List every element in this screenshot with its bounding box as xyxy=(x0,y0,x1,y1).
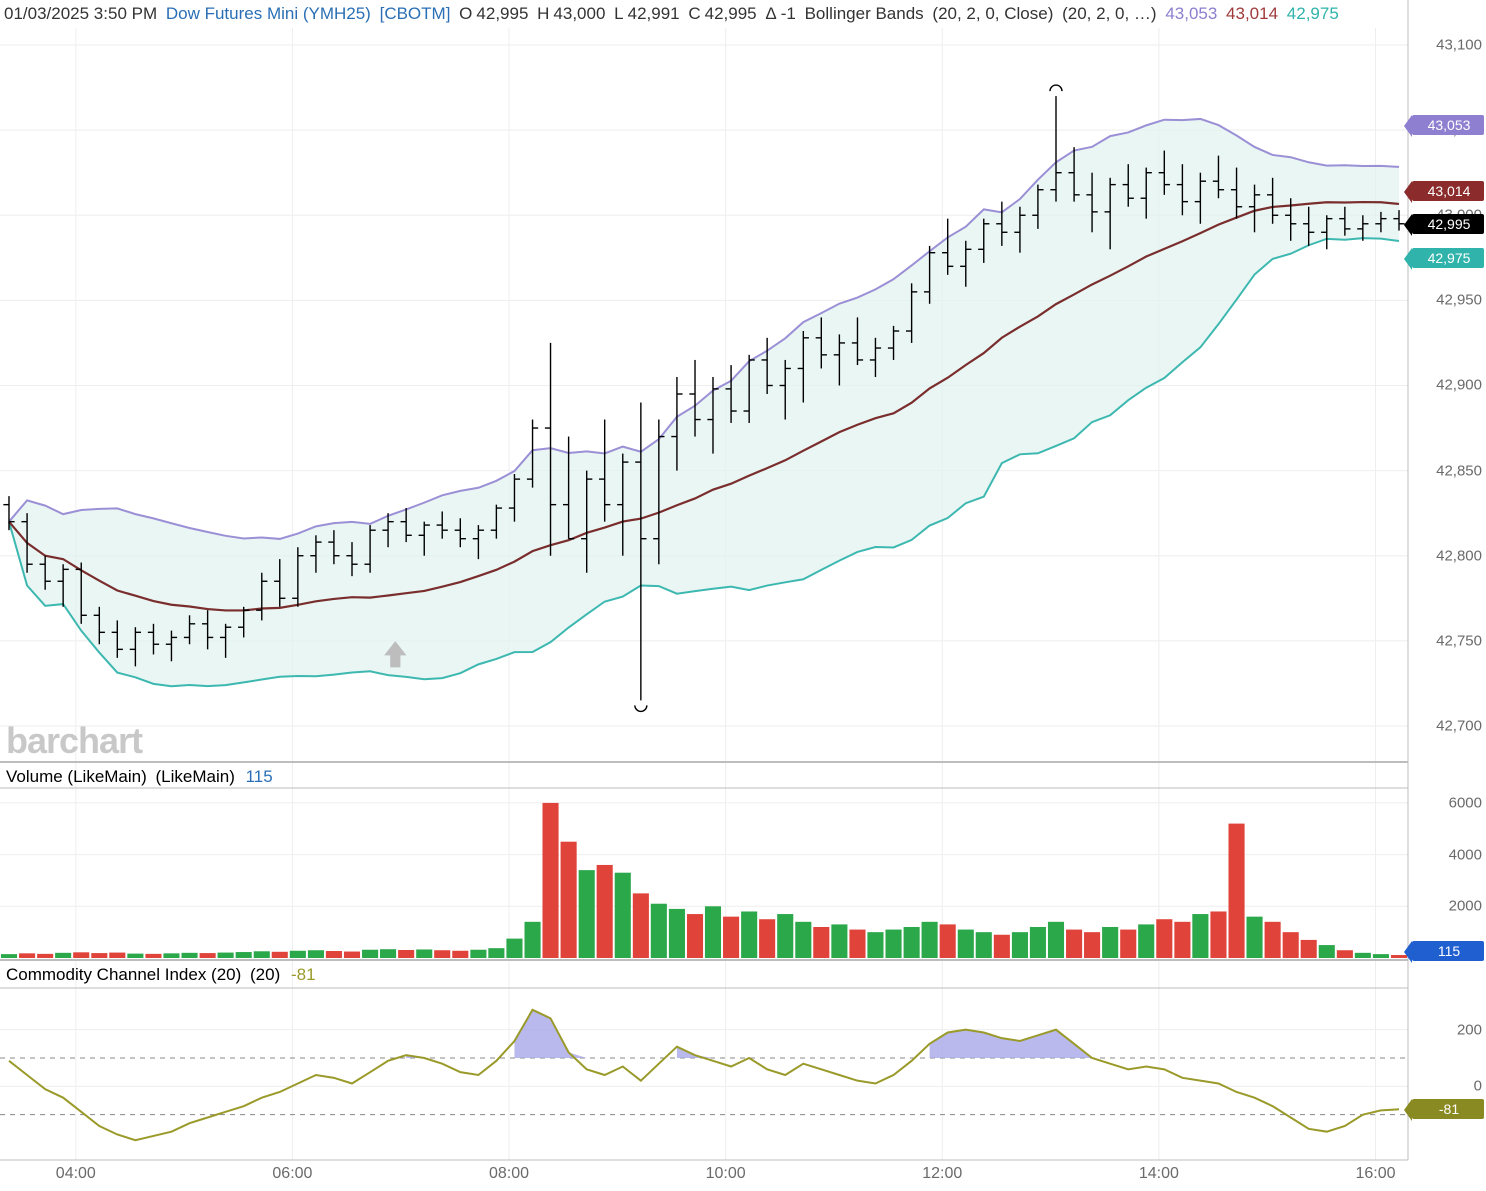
volume-panel-label: Volume (LikeMain) (LikeMain) 115 xyxy=(6,766,273,788)
chart-container: 01/03/2025 3:50 PM Dow Futures Mini (YMH… xyxy=(0,0,1486,1191)
cci-name: Commodity Channel Index (20) xyxy=(6,965,241,984)
axis-tick-label: 43,100 xyxy=(1436,37,1482,54)
volume-name: Volume (LikeMain) xyxy=(6,767,147,786)
axis-tick-label: 42,950 xyxy=(1436,292,1482,309)
price-chart[interactable] xyxy=(0,0,1486,1191)
price-tag: 42,975 xyxy=(1412,248,1484,268)
time-tick-label: 14:00 xyxy=(1139,1165,1179,1183)
axis-tick-label: 200 xyxy=(1457,1021,1482,1038)
cci-panel-label: Commodity Channel Index (20) (20) -81 xyxy=(6,964,316,986)
cci-value: -81 xyxy=(291,965,316,984)
volume-value: 115 xyxy=(246,767,273,786)
price-tag: 42,995 xyxy=(1412,214,1484,234)
price-tag: 43,014 xyxy=(1412,181,1484,201)
axis-tick-label: 42,700 xyxy=(1436,717,1482,734)
time-tick-label: 10:00 xyxy=(706,1165,746,1183)
time-tick-label: 04:00 xyxy=(56,1165,96,1183)
axis-tick-label: 6000 xyxy=(1449,794,1482,811)
axis-tick-label: 4000 xyxy=(1449,846,1482,863)
axis-tick-label: 0 xyxy=(1474,1078,1482,1095)
axis-tick-label: 42,800 xyxy=(1436,547,1482,564)
time-axis: 04:00 06:00 08:00 10:00 12:00 14:00 16:00 xyxy=(0,1165,1486,1189)
price-tag: 43,053 xyxy=(1412,115,1484,135)
time-tick-label: 08:00 xyxy=(489,1165,529,1183)
price-tag: -81 xyxy=(1412,1099,1484,1119)
time-tick-label: 16:00 xyxy=(1355,1165,1395,1183)
time-tick-label: 06:00 xyxy=(272,1165,312,1183)
axis-tick-label: 42,850 xyxy=(1436,462,1482,479)
axis-tick-label: 42,750 xyxy=(1436,632,1482,649)
axis-tick-label: 2000 xyxy=(1449,898,1482,915)
price-tag: 115 xyxy=(1412,941,1484,961)
volume-bars xyxy=(1,803,1407,958)
time-tick-label: 12:00 xyxy=(922,1165,962,1183)
cci-param: (20) xyxy=(250,965,280,984)
watermark: barchart xyxy=(6,720,142,762)
bollinger-bands xyxy=(9,119,1399,686)
axis-tick-label: 42,900 xyxy=(1436,377,1482,394)
volume-param: (LikeMain) xyxy=(156,767,235,786)
